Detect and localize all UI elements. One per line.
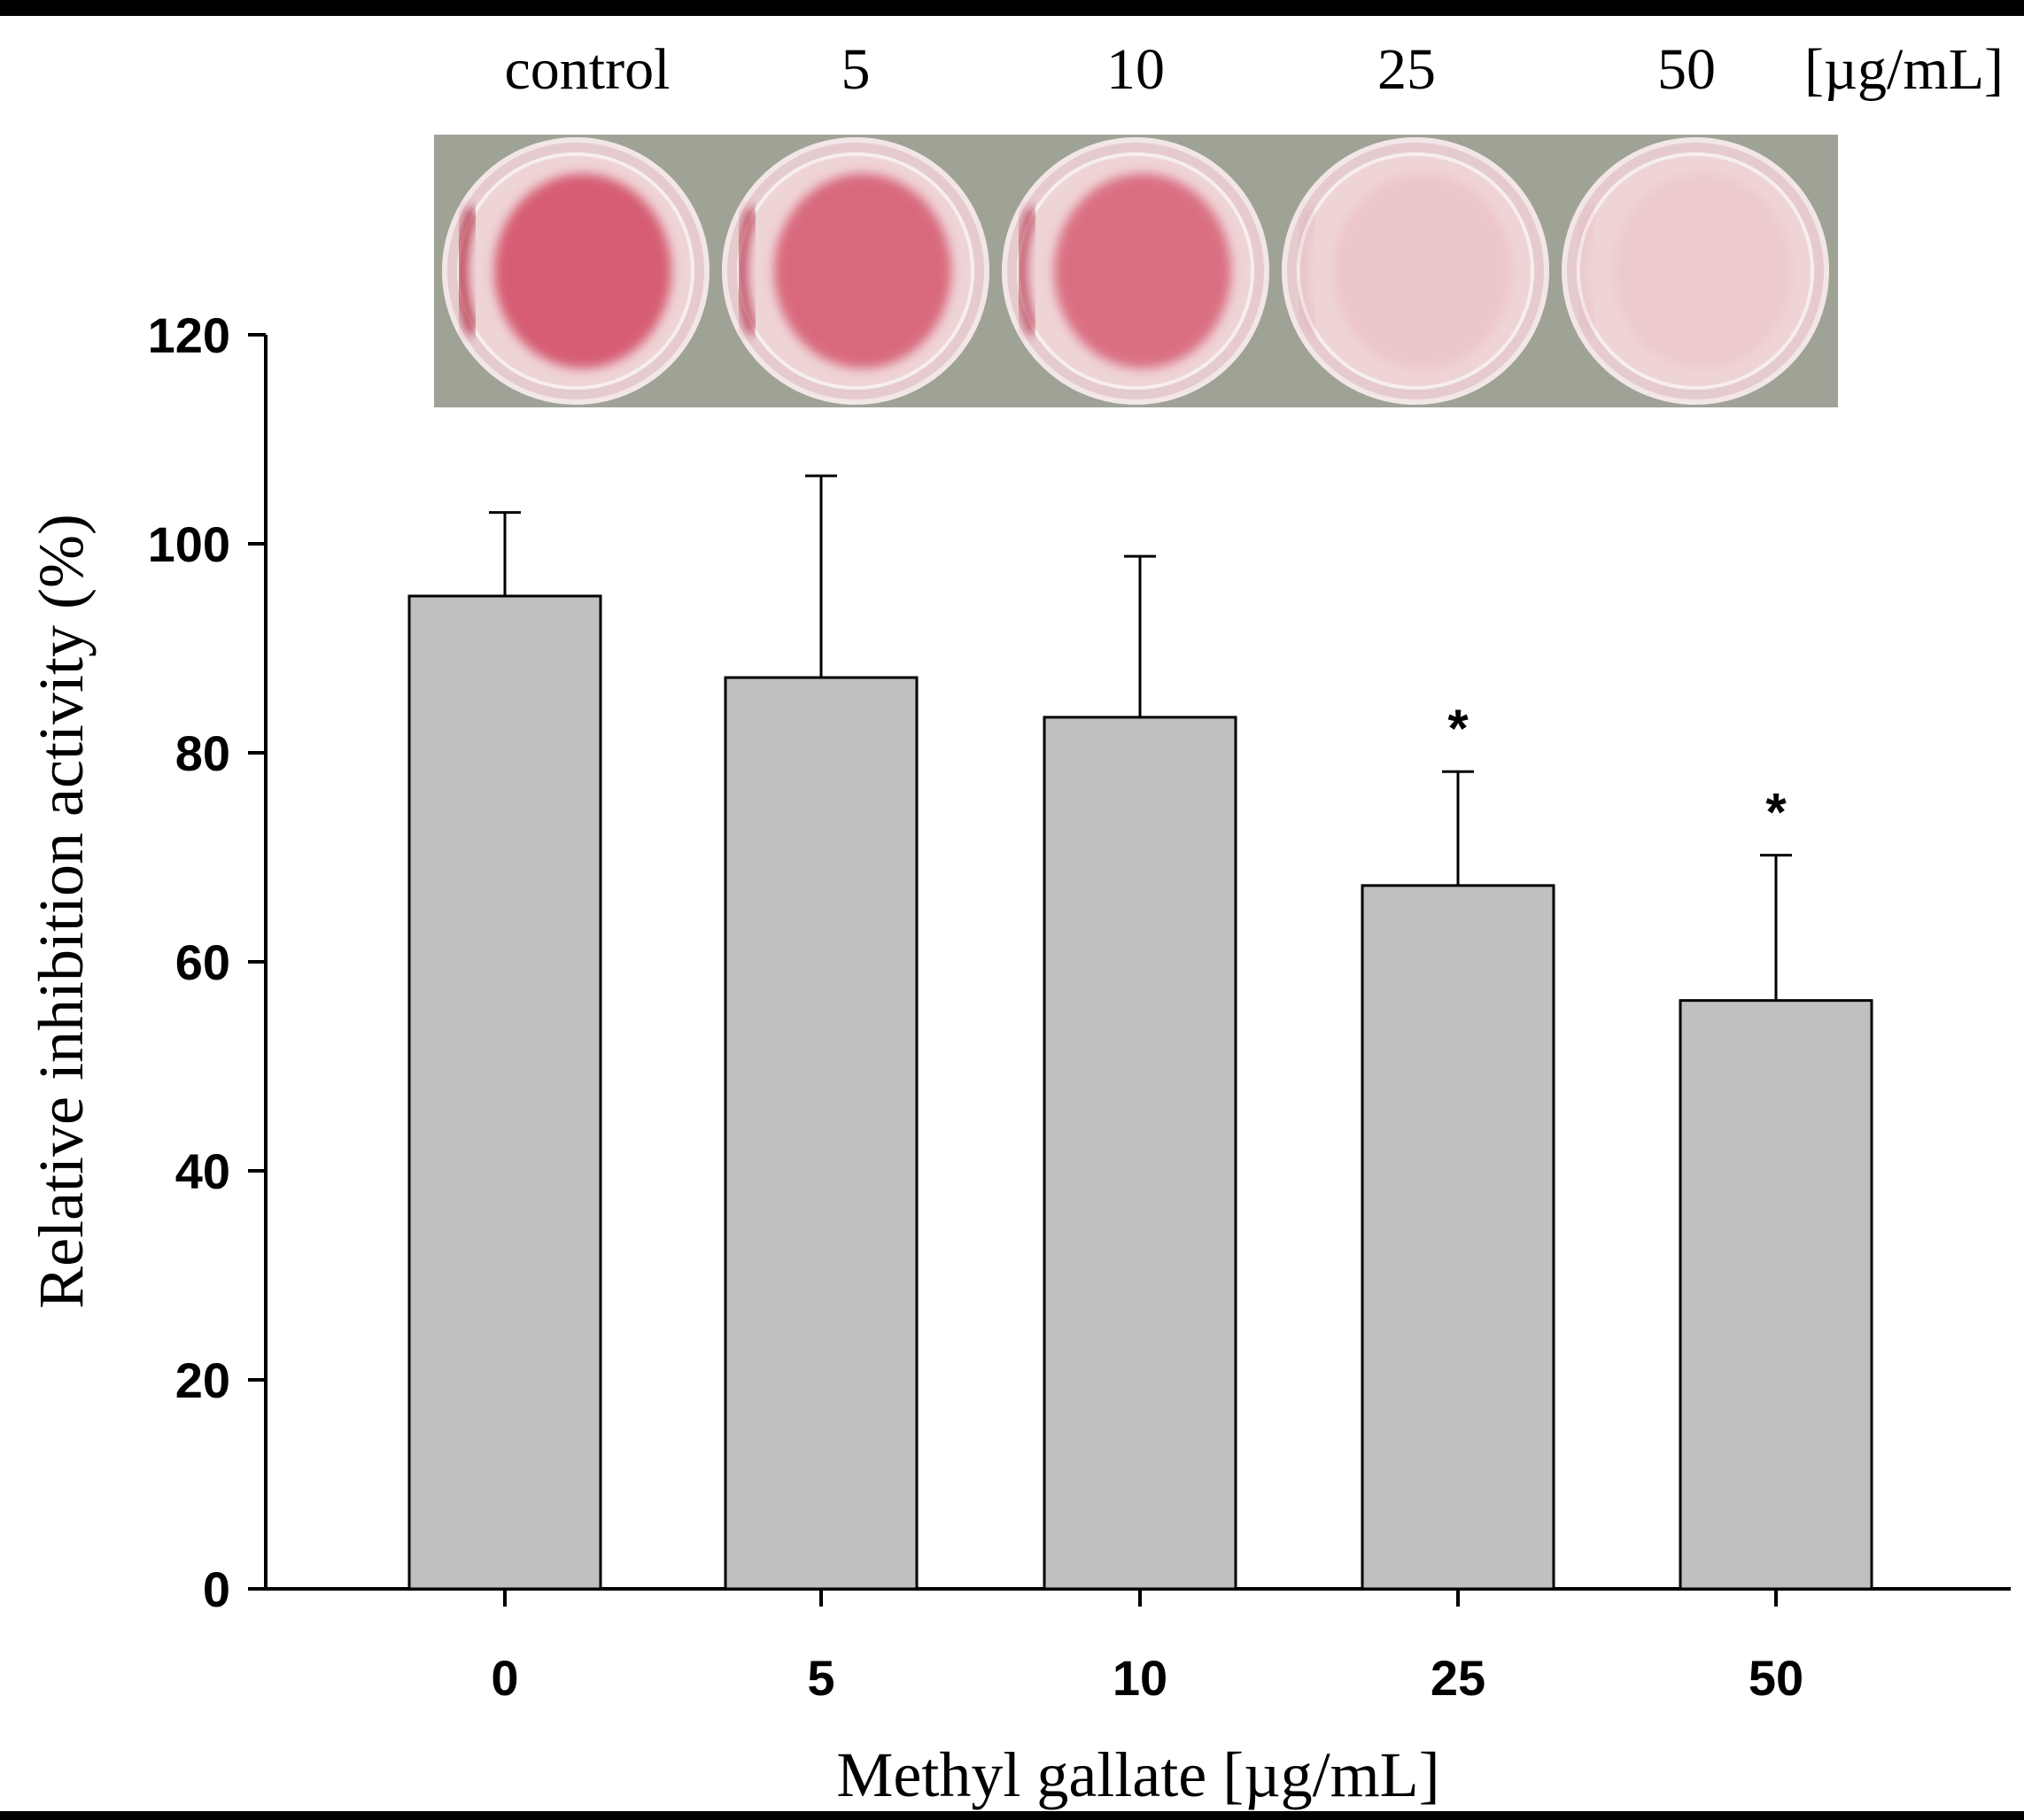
photo-label: control — [505, 37, 671, 102]
bar — [407, 594, 602, 1591]
well-stain-edge — [1576, 206, 1598, 336]
photo-label: 5 — [841, 37, 871, 102]
x-tick-label: 10 — [1113, 1650, 1167, 1706]
well — [1002, 137, 1269, 405]
y-tick-label: 120 — [148, 307, 230, 363]
well-plate-photo — [434, 135, 1838, 407]
well — [722, 137, 989, 405]
x-axis-ticks: 0 5 10 25 50 — [491, 1589, 1803, 1706]
y-tick-label: 60 — [175, 934, 230, 990]
significance-star: * — [1765, 783, 1787, 842]
y-tick-label: 0 — [203, 1561, 230, 1617]
x-tick-label: 0 — [491, 1650, 518, 1706]
well-stain — [1614, 174, 1791, 368]
well-stain-edge — [1016, 206, 1038, 336]
photo-label: 50 — [1657, 37, 1716, 102]
x-axis-label: Methyl gallate [µg/mL] — [836, 1739, 1439, 1810]
well-stain-edge — [1296, 206, 1318, 336]
bar — [1679, 999, 1873, 1591]
bar — [1043, 716, 1237, 1591]
y-tick-label: 40 — [175, 1143, 230, 1199]
x-tick-label: 50 — [1749, 1650, 1803, 1706]
well-stain — [774, 174, 951, 368]
y-axis-label: Relative inhibition activity (%) — [26, 514, 97, 1309]
figure-frame: control 5 10 25 50 [µg/mL] * * 0 20 40 60 80 100 120… — [0, 16, 2024, 1811]
bar — [724, 676, 919, 1591]
y-tick-label: 80 — [175, 725, 230, 781]
well-stain-edge — [456, 206, 478, 336]
well-stain — [1334, 174, 1511, 368]
well-stain — [494, 174, 671, 368]
well-stain — [1054, 174, 1231, 368]
bar-chart: control 5 10 25 50 [µg/mL] ** 020406080100120… — [26, 37, 2011, 1810]
bar — [1361, 884, 1555, 1591]
photo-unit-label: [µg/mL] — [1804, 37, 2004, 102]
x-tick-label: 5 — [807, 1650, 834, 1706]
well — [442, 137, 710, 405]
significance-star: * — [1447, 699, 1469, 758]
photo-labels: control 5 10 25 50 [µg/mL] — [505, 37, 2004, 102]
bars — [407, 594, 1873, 1591]
well — [1282, 137, 1549, 405]
y-tick-label: 20 — [175, 1352, 230, 1408]
y-tick-label: 100 — [148, 516, 230, 572]
photo-label: 10 — [1106, 37, 1165, 102]
well-stain-edge — [736, 206, 758, 336]
y-axis-ticks: 0 20 40 60 80 100 120 — [148, 307, 266, 1617]
photo-label: 25 — [1377, 37, 1436, 102]
x-tick-label: 25 — [1431, 1650, 1485, 1706]
error-bars — [489, 474, 1792, 1001]
well — [1562, 137, 1829, 405]
significance-markers: ** — [1447, 699, 1787, 841]
